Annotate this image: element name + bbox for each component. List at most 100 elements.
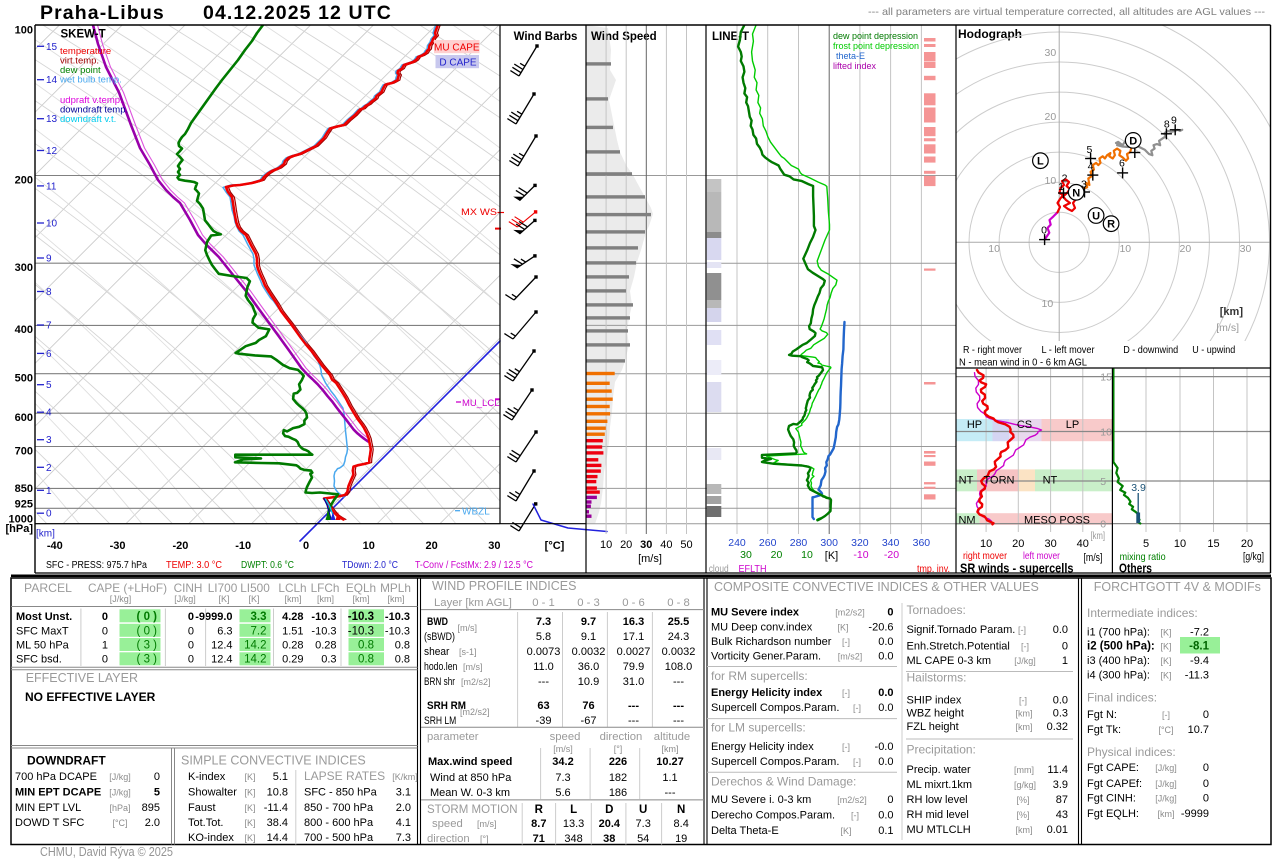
svg-text:31.0: 31.0 [623,676,644,688]
svg-text:700 hPa DCAPE: 700 hPa DCAPE [15,771,97,783]
svg-text:800 - 600 hPa: 800 - 600 hPa [304,817,374,829]
svg-text:0: 0 [188,611,194,623]
svg-text:L: L [570,804,577,816]
svg-text:8.7: 8.7 [531,818,546,830]
svg-text:0.0: 0.0 [1053,695,1068,707]
svg-text:12.4: 12.4 [211,640,232,652]
svg-text:10.27: 10.27 [656,756,684,768]
svg-text:0: 0 [188,640,194,652]
svg-text:Enh.Stretch.Potential: Enh.Stretch.Potential [907,640,1010,652]
svg-text:[-]: [-] [1162,710,1170,720]
svg-text:shear: shear [424,646,450,658]
svg-text:54: 54 [637,833,649,845]
svg-text:Signif.Tornado Param.: Signif.Tornado Param. [907,624,1016,636]
svg-text:STORM MOTION: STORM MOTION [427,804,518,816]
svg-text:downdraft temp.: downdraft temp. [60,105,128,116]
svg-text:Tornadoes:: Tornadoes: [907,603,966,617]
svg-text:CINH: CINH [174,581,203,595]
svg-text:NO EFFECTIVE LAYER: NO EFFECTIVE LAYER [25,690,156,704]
svg-text:direction: direction [427,833,470,845]
svg-text:for LM supercells:: for LM supercells: [711,720,806,734]
svg-text:R: R [1107,219,1115,231]
svg-text:7.3: 7.3 [536,616,551,628]
svg-text:MPLh: MPLh [380,581,411,595]
svg-text:16.3: 16.3 [623,616,644,628]
svg-text:3: 3 [1081,179,1087,191]
svg-text:925: 925 [15,499,33,511]
svg-text:[K]: [K] [1160,642,1171,652]
svg-text:Praha-Libus: Praha-Libus [40,2,165,24]
svg-text:63: 63 [537,700,549,712]
svg-text:for RM supercells:: for RM supercells: [711,669,808,683]
svg-text:right mover: right mover [963,550,1007,562]
svg-text:700: 700 [15,446,33,458]
svg-text:360: 360 [913,537,931,549]
svg-text:[K]: [K] [244,803,255,813]
svg-text:10: 10 [1100,427,1112,439]
svg-text:EFFECTIVE LAYER: EFFECTIVE LAYER [26,671,138,685]
svg-text:30: 30 [740,549,752,561]
svg-text:[m/s]: [m/s] [1084,552,1103,564]
svg-text:Others: Others [1119,561,1152,576]
svg-text:186: 186 [609,787,627,799]
svg-text:20: 20 [620,539,632,551]
svg-text:LFCh: LFCh [311,581,340,595]
svg-text:15: 15 [1207,538,1219,550]
svg-text:[K]: [K] [1160,656,1171,666]
svg-text:0.0: 0.0 [878,702,893,714]
svg-text:Faust: Faust [188,802,216,814]
svg-text:hodo.len: hodo.len [424,661,457,673]
svg-text:Wind Speed: Wind Speed [591,31,657,43]
svg-text:0.0073: 0.0073 [527,646,561,658]
svg-text:Fgt CINH:: Fgt CINH: [1087,793,1136,805]
svg-text:-10: -10 [235,540,251,552]
svg-text:1000: 1000 [9,514,33,526]
svg-text:[km]: [km] [662,744,679,754]
svg-text:0: 0 [154,771,160,783]
svg-text:0: 0 [1203,778,1209,790]
svg-text:[J/kg]: [J/kg] [109,772,131,782]
svg-text:( 3 ): ( 3 ) [137,640,158,652]
svg-text:LINE-T: LINE-T [712,31,749,43]
svg-text:lifted index: lifted index [833,61,877,71]
svg-text:[J/kg]: [J/kg] [110,594,132,604]
svg-text:[km]: [km] [285,594,302,604]
svg-text:CAPE (+LHoF): CAPE (+LHoF) [88,581,167,595]
svg-text:dew point: dew point [60,65,101,76]
svg-text:[-]: [-] [842,742,850,752]
svg-text:MIN EPT LVL: MIN EPT LVL [15,802,81,814]
svg-text:7.3: 7.3 [396,832,411,844]
svg-text:0: 0 [303,540,309,552]
svg-text:6: 6 [46,349,52,360]
svg-text:Most Unst.: Most Unst. [16,611,72,623]
svg-text:13: 13 [46,114,58,125]
svg-text:[-]: [-] [853,703,861,713]
svg-text:10: 10 [980,538,992,550]
svg-text:15: 15 [46,42,58,53]
svg-text:i2 (500 hPa):: i2 (500 hPa): [1087,641,1155,653]
svg-text:-67: -67 [581,715,597,727]
svg-text:2.0: 2.0 [396,802,411,814]
svg-text:[m/s]: [m/s] [638,553,662,565]
svg-text:BRN shr: BRN shr [424,676,455,688]
svg-text:-10.3: -10.3 [385,611,410,623]
svg-text:43: 43 [1056,809,1068,821]
svg-text:6: 6 [1119,158,1125,170]
svg-text:downdraft v.t.: downdraft v.t. [60,114,116,125]
svg-text:Mean W. 0-3 km: Mean W. 0-3 km [430,787,510,799]
svg-text:direction: direction [600,731,643,743]
svg-text:0: 0 [102,611,108,623]
svg-text:i4 (300 hPa):: i4 (300 hPa): [1087,669,1150,681]
svg-text:-40: -40 [47,540,63,552]
svg-text:-7.2: -7.2 [1190,626,1209,638]
svg-text:[J/kg]: [J/kg] [1014,656,1036,666]
svg-text:-10.3: -10.3 [385,625,410,637]
svg-text:8: 8 [46,287,52,298]
svg-text:Fgt Tk:: Fgt Tk: [1087,724,1121,736]
svg-text:3.1: 3.1 [396,787,411,799]
svg-text:0.28: 0.28 [282,640,303,652]
svg-text:38: 38 [603,833,615,845]
svg-text:19: 19 [675,833,687,845]
svg-text:10: 10 [801,549,813,561]
svg-text:[-]: [-] [851,810,859,820]
